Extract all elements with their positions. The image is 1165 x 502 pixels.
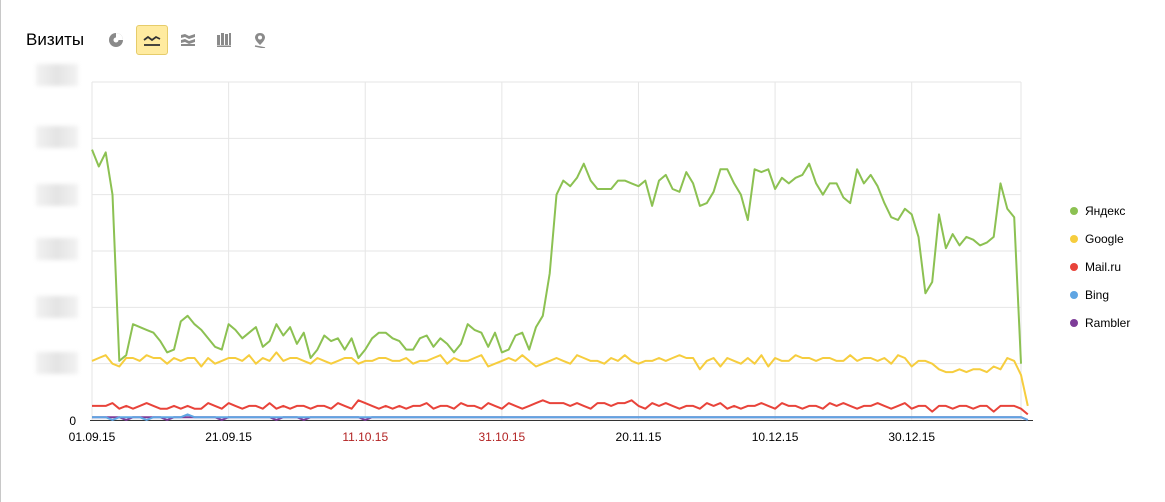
y-tick-blurred	[36, 184, 78, 206]
bar-chart-button[interactable]	[208, 25, 240, 55]
chart-title: Визиты	[26, 30, 85, 49]
series-line[interactable]	[91, 351, 1029, 407]
area-chart-icon	[181, 34, 196, 46]
legend-label: Rambler	[1085, 316, 1131, 330]
x-tick-label: 21.09.15	[205, 430, 252, 444]
y-tick-blurred	[36, 352, 78, 374]
x-tick-label: 10.12.15	[752, 430, 799, 444]
x-tick-label: 01.09.15	[69, 430, 116, 444]
map-pin-icon	[254, 33, 266, 48]
y-tick-label: 0	[69, 414, 76, 428]
x-tick-label: 20.11.15	[616, 430, 662, 444]
legend-label: Bing	[1085, 288, 1110, 302]
legend-item[interactable]: Bing	[1070, 281, 1130, 309]
x-tick-label: 31.10.15	[478, 430, 525, 444]
legend-item[interactable]: Google	[1070, 225, 1130, 253]
legend-item[interactable]: Яндекс	[1070, 197, 1130, 225]
y-tick-blurred	[36, 64, 78, 86]
pie-chart-button[interactable]	[100, 25, 132, 55]
chart-legend: Яндекс Google Mail.ru Bing Rambler	[1070, 197, 1130, 337]
map-button[interactable]	[244, 25, 276, 55]
legend-label: Яндекс	[1085, 204, 1126, 218]
y-tick-blurred	[36, 126, 78, 148]
series-line[interactable]	[91, 149, 1022, 364]
bar-chart-icon	[217, 33, 232, 47]
chart-header: Визиты	[26, 24, 276, 56]
left-border	[0, 0, 1, 502]
area-chart-button[interactable]	[172, 25, 204, 55]
legend-dot	[1070, 263, 1078, 271]
x-tick-label: 30.12.15	[888, 430, 935, 444]
legend-label: Google	[1085, 232, 1124, 246]
series-line[interactable]	[92, 399, 1029, 416]
x-tick-label: 11.10.15	[342, 430, 388, 444]
legend-label: Mail.ru	[1085, 260, 1122, 274]
legend-dot	[1070, 291, 1078, 299]
legend-item[interactable]: Rambler	[1070, 309, 1130, 337]
line-chart-button[interactable]	[136, 25, 169, 55]
series-line[interactable]	[92, 413, 1029, 421]
legend-dot	[1070, 319, 1078, 327]
line-chart-icon	[143, 35, 161, 46]
y-tick-blurred	[36, 296, 78, 318]
pie-chart-icon	[109, 33, 124, 47]
legend-dot	[1070, 235, 1078, 243]
legend-item[interactable]: Mail.ru	[1070, 253, 1130, 281]
legend-dot	[1070, 207, 1078, 215]
y-tick-blurred	[36, 238, 78, 260]
